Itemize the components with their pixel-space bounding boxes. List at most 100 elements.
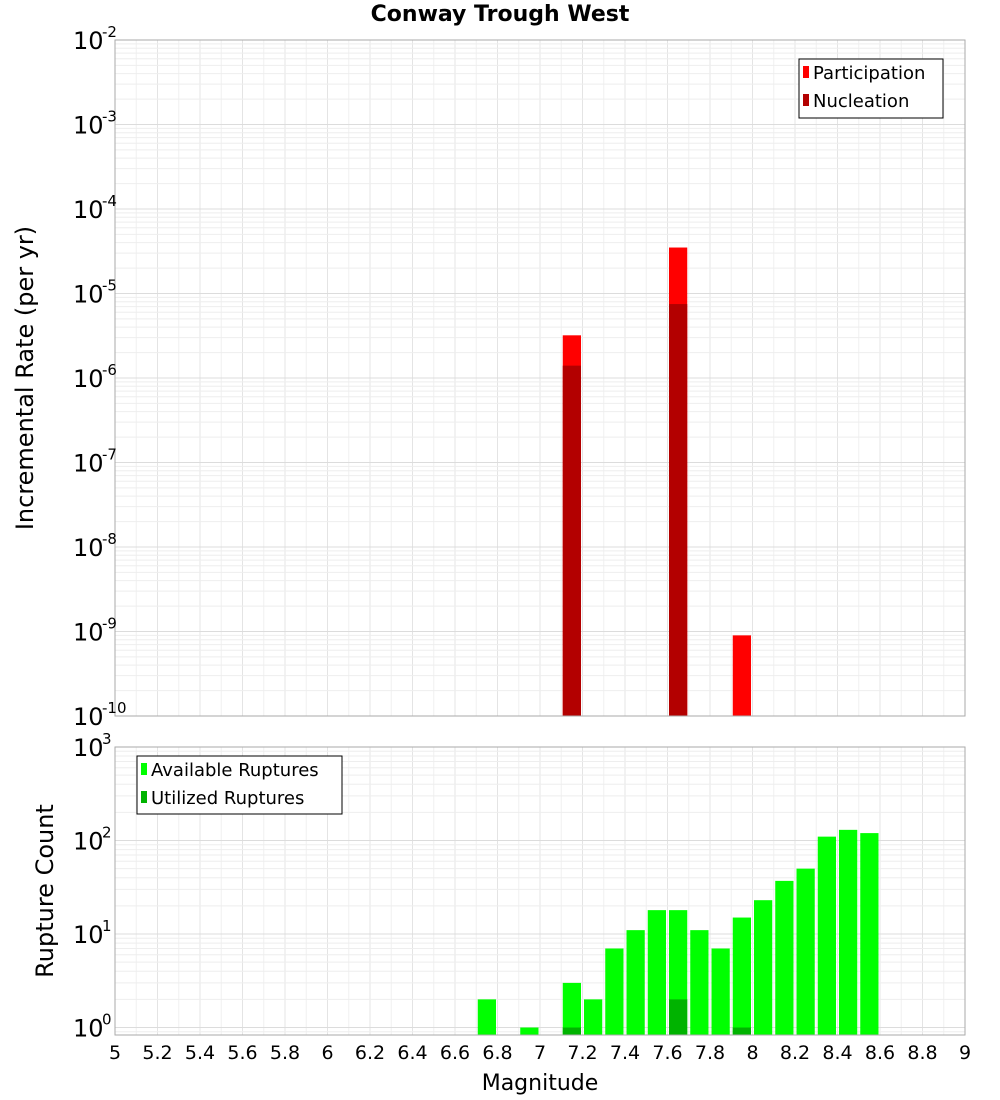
y-tick-label: 10-8 (73, 530, 117, 562)
y-tick-base: 10 (73, 27, 104, 55)
bar-available-ruptures-7.85 (711, 948, 730, 1035)
x-tick-label: 6.4 (397, 1042, 427, 1064)
bar-available-ruptures-8.45 (839, 829, 858, 1035)
top-plot-bars (562, 247, 751, 716)
y-tick-base: 10 (73, 828, 104, 856)
x-tick-label: 5 (109, 1042, 121, 1064)
bar-available-ruptures-7.35 (605, 948, 624, 1035)
y-tick-base: 10 (73, 1015, 104, 1043)
legend-label-nucleation: Nucleation (813, 91, 909, 112)
top-plot-grid (114, 40, 966, 717)
bottom-legend-box (136, 755, 343, 815)
bottom-plot-bars (477, 829, 879, 1035)
y-tick-label: 10-9 (73, 615, 117, 647)
legend-label-participation: Participation (813, 63, 925, 84)
y-tick-label: 10-5 (73, 277, 117, 309)
chart-title: Conway Trough West (370, 2, 630, 27)
y-tick-exponent: 3 (102, 730, 112, 748)
bottom-plot-y-label: Rupture Count (31, 804, 59, 978)
x-tick-label: 8.4 (822, 1042, 852, 1064)
legend-swatch-available-ruptures (141, 763, 147, 775)
y-tick-exponent: 2 (102, 824, 112, 842)
x-tick-label: 7.4 (610, 1042, 640, 1064)
x-tick-label: 5.4 (185, 1042, 215, 1064)
y-tick-base: 10 (73, 921, 104, 949)
y-tick-label: 10-3 (73, 108, 117, 140)
bottom-legend: Available Ruptures Utilized Ruptures (136, 755, 343, 815)
bar-utilized-ruptures-7.95 (732, 1027, 751, 1035)
y-tick-exponent: -2 (102, 23, 117, 41)
y-tick-exponent: -10 (102, 699, 127, 717)
x-tick-label: 9 (959, 1042, 971, 1064)
y-tick-base: 10 (73, 112, 104, 140)
y-tick-exponent: -9 (102, 615, 117, 633)
y-tick-label: 10-4 (73, 192, 117, 224)
bar-available-ruptures-7.25 (584, 999, 603, 1035)
x-tick-label: 5.8 (270, 1042, 300, 1064)
y-tick-exponent: -6 (102, 361, 117, 379)
y-tick-exponent: 1 (102, 917, 112, 935)
y-tick-exponent: -3 (102, 108, 117, 126)
y-tick-label: 100 (73, 1011, 112, 1043)
bar-available-ruptures-8.35 (817, 836, 836, 1035)
x-tick-label: 7.8 (695, 1042, 725, 1064)
bar-participation-7.95 (732, 635, 751, 716)
x-tick-label: 6.8 (482, 1042, 512, 1064)
bar-available-ruptures-6.95 (520, 1027, 539, 1035)
bar-available-ruptures-8.55 (860, 833, 879, 1035)
legend-swatch-participation (803, 66, 809, 78)
bar-available-ruptures-8.05 (754, 900, 773, 1035)
y-tick-exponent: -5 (102, 277, 117, 295)
x-tick-label: 5.2 (142, 1042, 172, 1064)
y-tick-exponent: -7 (102, 446, 117, 464)
x-axis-ticks: 5 5.2 5.4 5.6 5.8 6 6.2 6.4 6.6 6.8 7 7.2 7.4 7.6 7.8 8… (109, 1042, 971, 1064)
y-tick-label: 10-2 (73, 23, 117, 55)
top-legend: Participation Nucleation (798, 58, 944, 119)
bar-available-ruptures-7.75 (690, 930, 709, 1035)
x-axis-label: Magnitude (482, 1071, 599, 1096)
bar-nucleation-7.15 (562, 365, 581, 716)
bar-nucleation-7.65 (669, 304, 688, 716)
x-tick-label: 8.6 (865, 1042, 895, 1064)
bar-available-ruptures-7.45 (626, 930, 645, 1035)
legend-swatch-utilized-ruptures (141, 791, 147, 803)
x-tick-label: 8.2 (780, 1042, 810, 1064)
y-tick-base: 10 (73, 703, 104, 731)
bar-utilized-ruptures-7.15 (562, 1027, 581, 1035)
x-tick-label: 6 (321, 1042, 333, 1064)
y-tick-exponent: -8 (102, 530, 117, 548)
x-tick-label: 5.6 (227, 1042, 257, 1064)
bar-available-ruptures-6.75 (477, 999, 496, 1035)
top-plot-y-label: Incremental Rate (per yr) (11, 226, 39, 530)
x-tick-label: 6.2 (355, 1042, 385, 1064)
x-tick-label: 7 (534, 1042, 546, 1064)
y-tick-label: 101 (73, 917, 112, 949)
top-plot-y-ticks: 10-210-310-410-510-610-710-810-910-10 (73, 23, 127, 731)
y-tick-label: 102 (73, 824, 112, 856)
y-tick-base: 10 (73, 534, 104, 562)
bar-available-ruptures-7.15 (562, 982, 581, 1035)
legend-label-utilized-ruptures: Utilized Ruptures (151, 788, 304, 809)
y-tick-base: 10 (73, 734, 104, 762)
y-tick-base: 10 (73, 450, 104, 478)
y-tick-label: 10-6 (73, 361, 117, 393)
bar-available-ruptures-8.25 (796, 868, 815, 1035)
top-legend-box (798, 58, 944, 119)
bottom-plot-frame (114, 746, 966, 1036)
y-tick-exponent: -4 (102, 192, 117, 210)
x-tick-label: 7.6 (652, 1042, 682, 1064)
bar-available-ruptures-8.15 (775, 880, 794, 1035)
y-tick-label: 10-10 (73, 699, 127, 731)
y-tick-base: 10 (73, 196, 104, 224)
y-tick-label: 10-7 (73, 446, 117, 478)
legend-label-available-ruptures: Available Ruptures (151, 760, 319, 781)
x-tick-label: 8.8 (907, 1042, 937, 1064)
x-tick-label: 6.6 (440, 1042, 470, 1064)
y-tick-exponent: 0 (102, 1011, 112, 1029)
y-tick-base: 10 (73, 619, 104, 647)
y-tick-base: 10 (73, 365, 104, 393)
bar-utilized-ruptures-7.65 (669, 999, 688, 1035)
x-tick-label: 7.2 (567, 1042, 597, 1064)
